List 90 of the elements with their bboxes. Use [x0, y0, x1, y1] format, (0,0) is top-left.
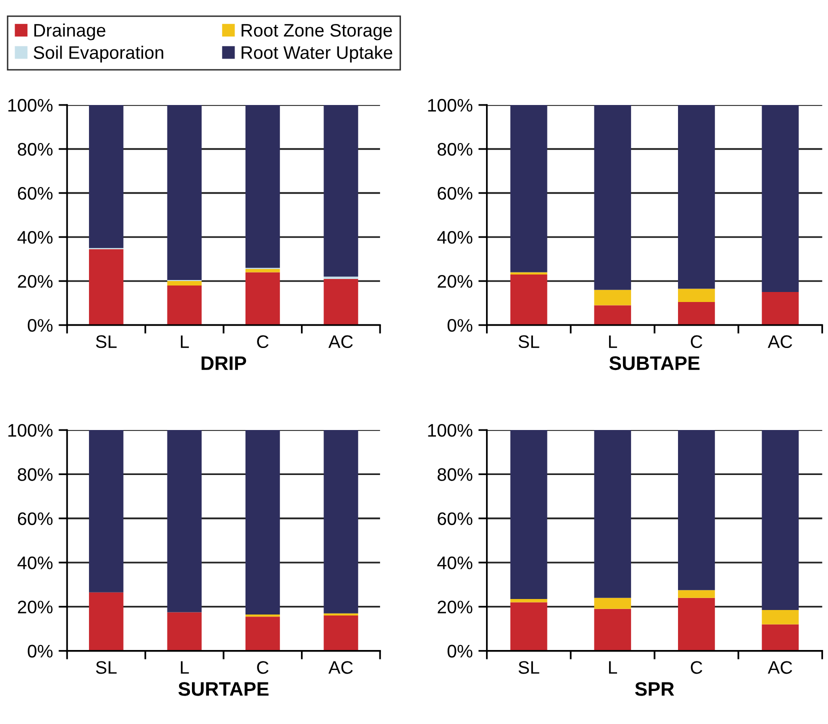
bar [167, 104, 202, 280]
y-tick-label: 0% [448, 319, 472, 332]
bar [762, 292, 799, 326]
bar [245, 616, 280, 651]
x-axis-title: DRIP [202, 356, 246, 370]
bar [245, 272, 280, 326]
bar [678, 598, 715, 651]
x-tick-label: SL [518, 335, 540, 348]
legend-label: Root Zone Storage [242, 24, 392, 40]
x-tick-label: C [257, 335, 269, 348]
x-axis-title: SURTAPE [178, 682, 269, 696]
y-tick-label: 0% [448, 644, 472, 658]
bar [324, 104, 358, 277]
y-tick-label: 100% [8, 424, 53, 437]
bar [88, 104, 124, 248]
bar [167, 285, 202, 326]
bar [245, 430, 280, 614]
x-tick-label: C [257, 661, 269, 674]
bar [324, 616, 358, 651]
bar [510, 602, 548, 651]
x-tick-label: L [180, 335, 189, 348]
bar [510, 430, 548, 599]
bar [678, 288, 715, 302]
bar [167, 612, 202, 651]
bar [324, 430, 358, 614]
bar [678, 302, 715, 326]
y-tick-label: 60% [18, 512, 53, 526]
x-tick-label: AC [768, 335, 792, 348]
y-tick-label: 80% [18, 468, 53, 481]
y-tick-label: 80% [18, 142, 53, 156]
x-tick-label: SL [96, 661, 117, 674]
x-tick-label: SL [96, 335, 117, 348]
y-tick-label: 0% [28, 319, 53, 332]
bar [762, 430, 799, 610]
y-tick-label: 0% [28, 644, 53, 658]
y-tick-label: 20% [438, 274, 472, 288]
x-tick-label: SL [518, 661, 540, 674]
y-tick-label: 40% [17, 230, 53, 244]
bar [762, 624, 799, 651]
y-tick-label: 100% [428, 98, 472, 112]
y-tick-label: 100% [8, 98, 53, 112]
bar [678, 104, 715, 289]
y-tick-label: 40% [437, 230, 472, 244]
bar [167, 281, 202, 286]
x-tick-label: C [690, 335, 702, 348]
bar [594, 305, 632, 326]
x-tick-label: AC [328, 661, 353, 674]
bar [324, 278, 358, 326]
bar [167, 430, 202, 612]
bar [88, 249, 124, 326]
bar [594, 430, 632, 598]
legend-label: Soil Evaporation [34, 46, 164, 63]
bar [678, 590, 715, 598]
y-tick-label: 60% [438, 512, 472, 526]
y-tick-label: 40% [17, 556, 53, 570]
bar [510, 104, 548, 272]
x-axis-title: SUBTAPE [609, 356, 700, 370]
y-tick-label: 80% [438, 468, 472, 481]
y-tick-label: 20% [438, 600, 472, 614]
y-tick-label: 40% [437, 556, 472, 570]
bar [678, 430, 715, 590]
bar [594, 290, 632, 306]
y-tick-label: 60% [18, 186, 53, 200]
bar [594, 104, 632, 290]
x-tick-label: L [180, 661, 189, 674]
bar [594, 608, 632, 651]
legend-label: Drainage [34, 23, 106, 40]
x-tick-label: C [690, 661, 702, 674]
bar [324, 613, 358, 616]
y-tick-label: 80% [438, 142, 472, 156]
bar [594, 598, 632, 609]
x-axis-title: SPR [635, 682, 674, 696]
bar [88, 430, 124, 592]
bar [245, 268, 280, 272]
bar [245, 614, 280, 617]
bar [510, 274, 548, 326]
legend-label: Root Water Uptake [242, 46, 392, 63]
x-tick-label: AC [328, 335, 353, 348]
y-tick-label: 60% [438, 186, 472, 200]
x-tick-label: L [609, 335, 618, 348]
x-tick-label: AC [768, 661, 792, 674]
bar [762, 610, 799, 624]
bar [245, 104, 280, 268]
bar [762, 104, 799, 292]
y-tick-label: 20% [18, 274, 53, 288]
x-tick-label: L [609, 661, 618, 674]
bar [510, 598, 548, 602]
y-tick-label: 20% [18, 600, 53, 614]
bar [88, 592, 124, 651]
y-tick-label: 100% [428, 424, 472, 437]
